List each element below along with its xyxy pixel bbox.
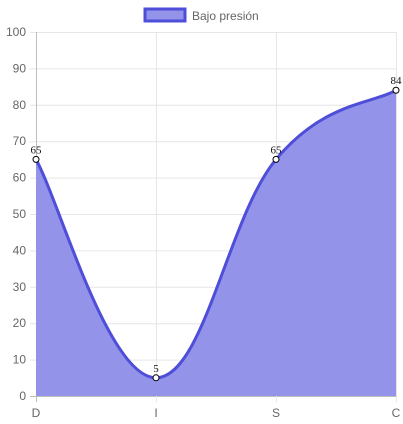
legend[interactable]: Bajo presión — [143, 7, 259, 23]
legend-label[interactable]: Bajo presión — [192, 9, 259, 23]
data-point[interactable] — [152, 374, 160, 382]
y-tick-label: 60 — [13, 171, 27, 185]
data-label: 65 — [271, 144, 283, 156]
data-points — [32, 86, 400, 382]
y-tick-label: 70 — [13, 134, 27, 148]
x-tick-label: C — [392, 406, 401, 420]
y-tick-label: 80 — [13, 98, 27, 112]
data-label: 84 — [391, 75, 403, 87]
y-tick-label: 20 — [13, 316, 27, 330]
x-tick-label: D — [32, 406, 41, 420]
series-area-layer — [34, 88, 398, 397]
data-label: 5 — [153, 363, 159, 375]
y-tick-label: 30 — [13, 280, 27, 294]
axes: 0 10 20 30 40 50 60 70 80 90 100 D I S C — [6, 25, 401, 420]
series-line — [34, 88, 398, 380]
y-tick-label: 10 — [13, 353, 27, 367]
x-tick-label: S — [272, 406, 280, 420]
series-area — [36, 90, 396, 397]
x-tick-label: I — [154, 406, 157, 420]
y-tick-label: 40 — [13, 243, 27, 257]
data-point[interactable] — [392, 86, 400, 94]
legend-swatch[interactable] — [143, 7, 187, 23]
y-tick-label: 100 — [6, 25, 26, 39]
y-tick-label: 90 — [13, 61, 27, 75]
y-tick-label: 50 — [13, 207, 27, 221]
data-point[interactable] — [32, 155, 40, 163]
y-tick-label: 0 — [19, 389, 26, 403]
data-label: 65 — [31, 144, 43, 156]
data-labels: 65 5 65 84 — [31, 75, 403, 375]
data-point[interactable] — [272, 155, 280, 163]
